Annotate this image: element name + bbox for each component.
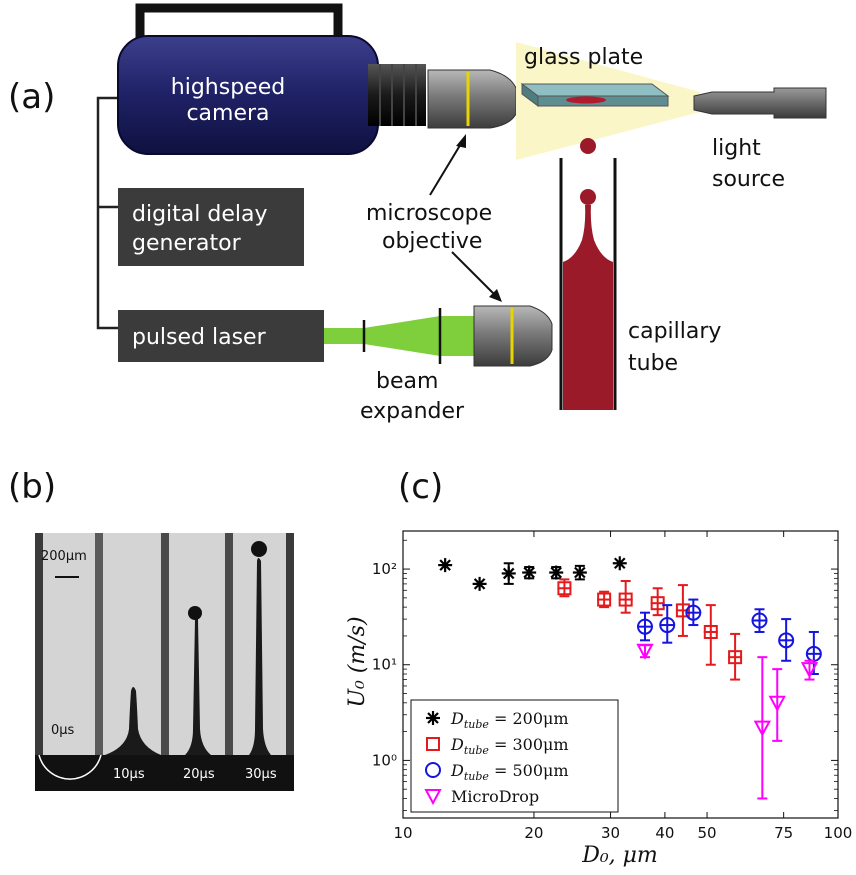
- legend-box: [410, 699, 619, 813]
- legend-label: Dtube = 500μm: [450, 761, 569, 783]
- legend-label: MicroDrop: [451, 787, 539, 806]
- laser-beam: [324, 316, 478, 356]
- data-point: [636, 618, 653, 635]
- jet-photo-sequence: 200μm 0μs 10μs 20μs 30μs: [35, 533, 294, 791]
- delay-label-line1: digital delay: [132, 202, 267, 227]
- x-tick-label: 10: [393, 824, 412, 842]
- delay-label-line2: generator: [132, 231, 242, 256]
- legend-label: Dtube = 300μm: [450, 735, 569, 757]
- x-tick-label: 75: [774, 824, 793, 842]
- glass-plate-label: glass plate: [524, 45, 643, 70]
- light-source-label-line2: source: [712, 167, 785, 192]
- camera-lens-mount: [368, 64, 426, 126]
- beam-expander-label-line1: beam: [376, 369, 438, 394]
- data-point: [800, 662, 819, 679]
- objective-label-line2: objective: [382, 229, 482, 254]
- objective-label-line1: microscope: [366, 201, 492, 226]
- time-label-10: 10μs: [113, 767, 145, 782]
- y-tick-label: 10²: [372, 560, 397, 578]
- y-tick-label: 10⁰: [372, 751, 397, 769]
- x-tick-label: 100: [824, 824, 853, 842]
- glass-plate: [520, 83, 670, 97]
- data-point: [572, 565, 587, 580]
- data-point: [438, 558, 453, 573]
- data-point: [703, 624, 718, 639]
- beam-expander-label-line2: expander: [360, 399, 465, 424]
- time-label-20: 20μs: [183, 767, 215, 782]
- flying-droplet: [580, 138, 596, 154]
- capillary-label-line2: tube: [628, 351, 678, 376]
- trigger-wire: [96, 96, 118, 330]
- legend-marker: [426, 711, 440, 725]
- data-point: [675, 603, 690, 618]
- y-tick-label: 10¹: [372, 656, 397, 674]
- pulsed-laser: [118, 310, 324, 362]
- capillary-label-line1: capillary: [628, 319, 721, 344]
- x-tick-label: 30: [601, 824, 620, 842]
- data-point: [768, 695, 786, 712]
- data-point: [778, 632, 795, 649]
- camera-label-line1: highspeed: [171, 75, 285, 100]
- data-point: [472, 576, 487, 591]
- light-source: [693, 87, 827, 119]
- y-axis-label: U₀ (m/s): [345, 616, 370, 707]
- data-point: [636, 643, 654, 660]
- arrow-to-top-objective: [429, 141, 463, 196]
- x-tick-label: 50: [698, 824, 717, 842]
- light-source-label-line1: light: [712, 136, 761, 161]
- data-point: [650, 596, 665, 611]
- data-point: [522, 565, 537, 580]
- arrow-to-bottom-objective: [451, 251, 497, 297]
- panel-label-a: (a): [8, 77, 56, 117]
- data-point: [685, 604, 702, 621]
- legend-marker: [426, 737, 440, 751]
- setup-diagram: highspeed camera glass plate light sourc…: [96, 3, 827, 424]
- data-point: [549, 565, 564, 580]
- panel-label-b: (b): [8, 467, 57, 507]
- data-point: [805, 645, 822, 662]
- data-point: [659, 617, 676, 634]
- data-point: [728, 650, 743, 665]
- camera-label-line2: camera: [186, 101, 269, 126]
- legend-marker: [425, 762, 441, 778]
- data-point: [501, 566, 516, 581]
- jet-tip-droplet: [580, 189, 596, 205]
- scale-bar-label: 200μm: [41, 549, 87, 564]
- camera-handle: [135, 3, 343, 40]
- legend-marker: [424, 789, 442, 806]
- liquid-jet: [563, 205, 613, 262]
- panel-label-c: (c): [398, 467, 444, 507]
- data-point: [597, 592, 612, 607]
- photo-graphic: [35, 533, 294, 791]
- time-label-30: 30μs: [245, 767, 277, 782]
- time-label-0: 0μs: [51, 723, 75, 738]
- laser-label: pulsed laser: [132, 325, 267, 350]
- data-point: [753, 720, 772, 737]
- data-point: [618, 592, 633, 607]
- data-point: [751, 612, 768, 629]
- plot-area: [402, 530, 839, 819]
- deposited-drop: [566, 96, 606, 104]
- x-tick-label: 40: [655, 824, 674, 842]
- x-tick-label: 20: [524, 824, 543, 842]
- data-point: [557, 581, 572, 596]
- legend-label: Dtube = 200μm: [450, 709, 569, 731]
- capillary-liquid: [563, 262, 613, 410]
- x-axis-label: D₀, μm: [581, 843, 658, 868]
- digital-delay-generator: [118, 188, 304, 266]
- top-microscope-objective: [427, 69, 517, 129]
- data-point: [612, 556, 627, 571]
